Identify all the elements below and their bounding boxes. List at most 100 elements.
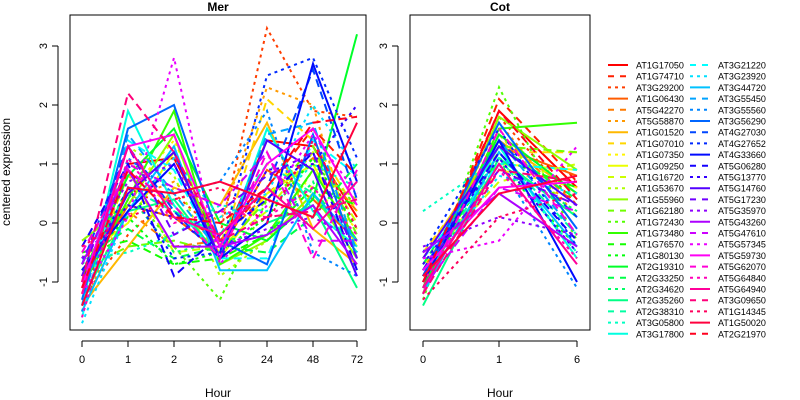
legend-label: AT5G06280 (718, 161, 766, 171)
legend-label: AT1G74710 (636, 72, 684, 82)
legend-label: AT2G34620 (636, 285, 684, 295)
legend-label: AT5G47610 (718, 229, 766, 239)
series-line-cot-AT5G64940 (422, 162, 578, 289)
series-line-cot-AT2G21970 (422, 109, 578, 283)
y-tick-label-mer: 3 (38, 43, 50, 49)
series-line-cot-AT5G47610 (422, 186, 578, 289)
legend-label: AT1G14345 (718, 307, 766, 317)
series-line-cot-AT1G50020 (422, 174, 578, 277)
series-line-cot-AT4G33660 (422, 138, 578, 283)
series-line-mer-AT5G42270 (81, 156, 358, 271)
series-line-mer-AT1G80130 (81, 156, 358, 266)
legend-label: AT5G64940 (718, 285, 766, 295)
legend-label: AT1G07010 (636, 139, 684, 149)
legend-label: AT3G23920 (718, 72, 766, 82)
panel-title-mer: Mer (207, 0, 229, 14)
legend-label: AT3G05800 (636, 318, 684, 328)
legend-label: AT2G38310 (636, 307, 684, 317)
legend-label: AT5G58870 (636, 117, 684, 127)
legend-label: AT1G09250 (636, 161, 684, 171)
series-line-mer-AT4G27030 (81, 66, 358, 265)
x-axis-title-mer: Hour (205, 386, 231, 400)
legend-label: AT3G56290 (718, 117, 766, 127)
series-line-cot-AT5G14760 (422, 144, 578, 259)
legend-label: AT4G27030 (718, 128, 766, 138)
series-line-mer-AT3G09650 (81, 90, 358, 283)
y-tick-label-mer: 1 (38, 161, 50, 167)
legend-label: AT5G57345 (718, 240, 766, 250)
y-tick-label-cot: 3 (378, 43, 390, 49)
series-line-cot-AT4G27030 (422, 138, 578, 277)
x-tick-label-mer: 2 (171, 354, 177, 366)
y-tick-label-cot: 1 (378, 161, 390, 167)
legend-label: AT2G19310 (636, 262, 684, 272)
legend-label: AT5G43260 (718, 217, 766, 227)
series-line-cot-AT3G09650 (422, 168, 578, 295)
legend-label: AT5G35970 (718, 206, 766, 216)
series-line-mer-AT5G64840 (81, 155, 358, 318)
series-line-cot-AT1G72430 (422, 84, 578, 301)
series-line-mer-AT5G64940 (81, 143, 358, 295)
series-line-cot-AT1G07010 (422, 151, 577, 254)
x-tick-label-cot: 6 (574, 354, 580, 366)
x-tick-label-mer: 0 (79, 354, 85, 366)
legend-label: AT5G13770 (718, 173, 766, 183)
x-tick-label-cot: 0 (420, 354, 426, 366)
legend-label: AT1G73480 (636, 229, 684, 239)
legend-label: AT5G62070 (718, 262, 766, 272)
x-tick-label-mer: 48 (307, 354, 319, 366)
legend-label: AT3G55560 (718, 105, 766, 115)
legend-label: AT1G06430 (636, 94, 684, 104)
x-axis-title-cot: Hour (487, 386, 513, 400)
series-line-mer-AT3G55560 (81, 108, 358, 312)
legend-label: AT5G64840 (718, 273, 766, 283)
y-tick-label-cot: 2 (378, 102, 390, 108)
legend-label: AT1G62180 (636, 206, 684, 216)
series-line-cot-AT1G14345 (422, 192, 578, 301)
series-line-cot-AT5G59730 (422, 180, 578, 271)
series-line-mer-AT5G62070 (81, 149, 358, 261)
legend-label: AT1G53670 (636, 184, 684, 194)
panel-title-cot: Cot (490, 0, 510, 14)
legend-label: AT1G50020 (718, 318, 766, 328)
legend-label: AT3G44720 (718, 83, 766, 93)
legend-label: AT3G09650 (718, 296, 766, 306)
plot-frame-mer (69, 14, 367, 331)
legend-label: AT1G72430 (636, 217, 684, 227)
legend-label: AT3G17800 (636, 329, 684, 339)
legend-label: AT5G42270 (636, 105, 684, 115)
y-tick-label-cot: -1 (378, 277, 390, 287)
legend-label: AT1G17050 (636, 61, 684, 71)
series-line-cot-AT3G05800 (422, 156, 578, 254)
series-line-mer-AT5G47610 (81, 150, 357, 283)
y-axis-title: centered expression (0, 118, 13, 226)
x-tick-label-cot: 1 (496, 354, 502, 366)
series-line-cot-AT5G06280 (422, 150, 578, 271)
x-tick-label-mer: 72 (351, 354, 363, 366)
series-line-mer-AT5G13770 (81, 104, 358, 260)
legend-label: AT2G33250 (636, 273, 684, 283)
plot-frame-cot (409, 14, 591, 331)
series-line-cot-AT5G17230 (422, 168, 578, 271)
legend-label: AT1G01520 (636, 128, 684, 138)
series-line-cot-AT5G13770 (422, 156, 578, 265)
legend-label: AT5G59730 (718, 251, 766, 261)
legend-label: AT2G35260 (636, 296, 684, 306)
series-line-cot-AT5G57345 (422, 145, 578, 260)
legend-label: AT5G17230 (718, 195, 766, 205)
legend-label: AT5G14760 (718, 184, 766, 194)
y-tick-label-mer: 2 (38, 102, 50, 108)
legend-label: AT3G21220 (718, 61, 766, 71)
y-tick-label-mer: 0 (38, 220, 50, 226)
legend-label: AT1G76570 (636, 240, 684, 250)
x-tick-label-mer: 6 (217, 354, 223, 366)
series-line-mer-AT3G21220 (81, 138, 358, 318)
legend-label: AT4G33660 (718, 150, 766, 160)
series-line-mer-AT1G50020 (81, 122, 358, 306)
legend-label: AT1G07350 (636, 150, 684, 160)
legend-label: AT1G16720 (636, 173, 684, 183)
x-tick-label-mer: 24 (261, 354, 273, 366)
x-tick-label-mer: 1 (125, 354, 131, 366)
legend-label: AT1G80130 (636, 251, 684, 261)
